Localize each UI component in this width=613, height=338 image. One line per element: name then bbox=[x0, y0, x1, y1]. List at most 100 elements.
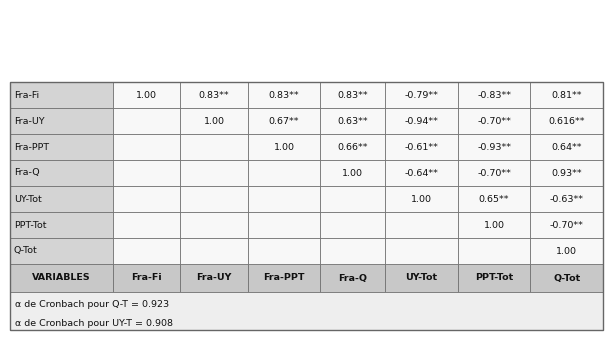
Bar bbox=[385, 160, 458, 186]
Bar bbox=[320, 160, 385, 186]
Bar bbox=[180, 186, 248, 212]
Bar bbox=[10, 212, 113, 238]
Bar bbox=[113, 160, 180, 186]
Bar bbox=[248, 186, 320, 212]
Text: Fra-PPT: Fra-PPT bbox=[263, 273, 305, 283]
Bar bbox=[385, 238, 458, 264]
Bar bbox=[10, 292, 603, 330]
Text: 0.67**: 0.67** bbox=[268, 117, 299, 125]
Bar bbox=[180, 212, 248, 238]
Text: Fra-PPT: Fra-PPT bbox=[14, 143, 49, 151]
Text: Fra-Fi: Fra-Fi bbox=[131, 273, 162, 283]
Text: Fra-UY: Fra-UY bbox=[14, 117, 45, 125]
Bar bbox=[530, 186, 603, 212]
Bar bbox=[458, 186, 530, 212]
Text: 1.00: 1.00 bbox=[484, 220, 504, 230]
Bar bbox=[530, 134, 603, 160]
Bar bbox=[385, 134, 458, 160]
Text: α de Cronbach pour Q-T = 0.923: α de Cronbach pour Q-T = 0.923 bbox=[15, 300, 169, 309]
Bar bbox=[113, 186, 180, 212]
Text: Fra-Q: Fra-Q bbox=[338, 273, 367, 283]
Text: 1.00: 1.00 bbox=[342, 169, 364, 177]
Bar bbox=[385, 186, 458, 212]
Text: Fra-UY: Fra-UY bbox=[196, 273, 232, 283]
Bar bbox=[320, 108, 385, 134]
Text: 0.83**: 0.83** bbox=[199, 91, 229, 99]
Text: Fra-Fi: Fra-Fi bbox=[14, 91, 39, 99]
Bar bbox=[248, 238, 320, 264]
Bar bbox=[180, 108, 248, 134]
Bar bbox=[458, 108, 530, 134]
Bar bbox=[180, 264, 248, 292]
Bar bbox=[113, 108, 180, 134]
Bar bbox=[248, 134, 320, 160]
Text: -0.83**: -0.83** bbox=[477, 91, 511, 99]
Text: -0.70**: -0.70** bbox=[550, 220, 584, 230]
Bar bbox=[113, 212, 180, 238]
Text: UY-Tot: UY-Tot bbox=[405, 273, 438, 283]
Text: -0.70**: -0.70** bbox=[477, 117, 511, 125]
Text: 0.81**: 0.81** bbox=[552, 91, 582, 99]
Bar bbox=[458, 264, 530, 292]
Text: 1.00: 1.00 bbox=[411, 194, 432, 203]
Text: 1.00: 1.00 bbox=[273, 143, 294, 151]
Bar bbox=[320, 238, 385, 264]
Text: PPT-Tot: PPT-Tot bbox=[14, 220, 47, 230]
Bar bbox=[530, 108, 603, 134]
Bar bbox=[113, 238, 180, 264]
Bar bbox=[458, 238, 530, 264]
Text: α de Cronbach pour UY-T = 0.908: α de Cronbach pour UY-T = 0.908 bbox=[15, 319, 173, 328]
Bar bbox=[10, 160, 113, 186]
Bar bbox=[113, 134, 180, 160]
Bar bbox=[530, 264, 603, 292]
Bar bbox=[180, 238, 248, 264]
Text: 1.00: 1.00 bbox=[556, 246, 577, 256]
Text: UY-Tot: UY-Tot bbox=[14, 194, 42, 203]
Text: -0.61**: -0.61** bbox=[405, 143, 438, 151]
Bar bbox=[320, 264, 385, 292]
Bar bbox=[320, 212, 385, 238]
Bar bbox=[180, 160, 248, 186]
Bar bbox=[458, 160, 530, 186]
Text: VARIABLES: VARIABLES bbox=[32, 273, 91, 283]
Bar bbox=[180, 82, 248, 108]
Bar bbox=[530, 82, 603, 108]
Bar bbox=[530, 238, 603, 264]
Text: -0.70**: -0.70** bbox=[477, 169, 511, 177]
Bar bbox=[180, 134, 248, 160]
Bar bbox=[248, 160, 320, 186]
Bar bbox=[320, 186, 385, 212]
Bar bbox=[10, 186, 113, 212]
Bar bbox=[10, 82, 113, 108]
Bar bbox=[385, 264, 458, 292]
Text: Q-Tot: Q-Tot bbox=[14, 246, 38, 256]
Bar bbox=[458, 134, 530, 160]
Text: 0.616**: 0.616** bbox=[549, 117, 585, 125]
Bar bbox=[530, 212, 603, 238]
Text: 1.00: 1.00 bbox=[136, 91, 158, 99]
Bar bbox=[10, 82, 603, 330]
Text: PPT-Tot: PPT-Tot bbox=[475, 273, 513, 283]
Bar bbox=[10, 238, 113, 264]
Bar bbox=[10, 134, 113, 160]
Bar bbox=[385, 108, 458, 134]
Bar bbox=[113, 264, 180, 292]
Text: Fra-Q: Fra-Q bbox=[14, 169, 40, 177]
Bar bbox=[10, 264, 113, 292]
Bar bbox=[248, 212, 320, 238]
Bar bbox=[320, 134, 385, 160]
Bar bbox=[320, 82, 385, 108]
Text: 0.83**: 0.83** bbox=[268, 91, 299, 99]
Text: 0.66**: 0.66** bbox=[338, 143, 368, 151]
Text: 1.00: 1.00 bbox=[204, 117, 224, 125]
Text: -0.63**: -0.63** bbox=[550, 194, 584, 203]
Text: -0.94**: -0.94** bbox=[405, 117, 438, 125]
Bar bbox=[530, 160, 603, 186]
Bar bbox=[248, 108, 320, 134]
Text: 0.65**: 0.65** bbox=[479, 194, 509, 203]
Bar bbox=[385, 212, 458, 238]
Text: -0.93**: -0.93** bbox=[477, 143, 511, 151]
Text: 0.64**: 0.64** bbox=[552, 143, 582, 151]
Text: 0.63**: 0.63** bbox=[337, 117, 368, 125]
Bar bbox=[113, 82, 180, 108]
